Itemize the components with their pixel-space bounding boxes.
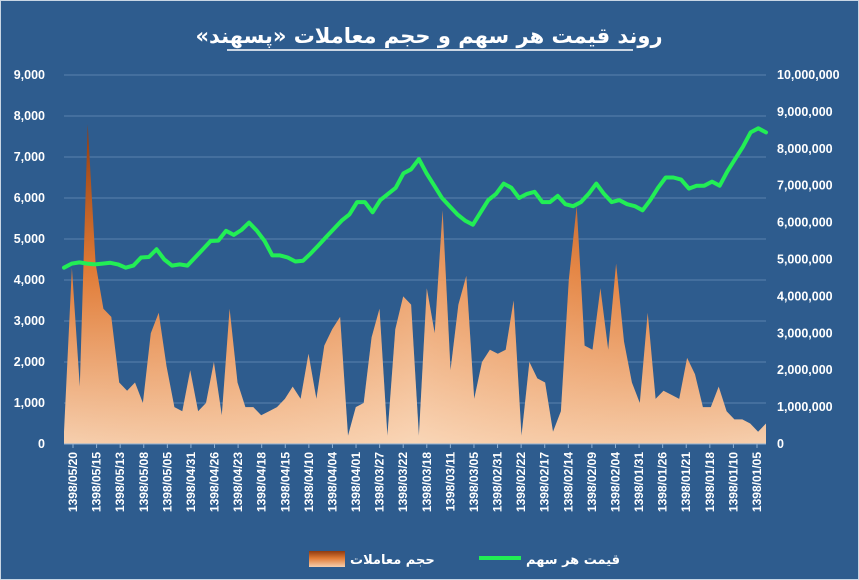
x-tick-label: 1398/04/31 [184,452,198,512]
x-tick-label: 1398/01/31 [632,452,646,512]
left-y-tick-label: 9,000 [14,68,45,82]
right-y-tick-label: 5,000,000 [777,253,833,267]
x-tick-label: 1398/03/27 [373,452,387,512]
right-y-tick-label: 7,000,000 [777,179,833,193]
right-y-tick-label: 2,000,000 [777,363,833,377]
left-y-tick-label: 5,000 [14,232,45,246]
left-y-tick-label: 3,000 [14,314,45,328]
price-line [62,126,768,270]
x-tick-label: 1398/01/21 [679,452,693,512]
right-y-tick-label: 6,000,000 [777,216,833,230]
right-y-tick-label: 10,000,000 [777,68,840,82]
legend-price-label: قیمت هر سهم [526,553,620,568]
legend: حجم معاملات قیمت هر سهم [309,551,620,568]
right-y-tick-label: 1,000,000 [777,400,833,414]
volume-area-highlight [64,124,766,444]
x-tick-label: 1398/04/04 [325,452,339,512]
x-tick-label: 1398/02/04 [608,452,622,512]
x-tick-label: 1398/04/23 [231,452,245,512]
right-y-axis: 0 1,000,000 2,000,000 3,000,000 4,000,000 5,0… [777,68,840,451]
legend-volume-swatch [309,551,345,567]
x-tick-label: 1398/03/22 [396,452,410,512]
x-tick-label: 1398/02/14 [561,452,575,512]
x-axis: 1398/05/20 1398/05/15 1398/05/13 1398/05/08… [64,443,766,512]
x-tick-label: 1398/02/31 [491,452,505,512]
x-tick-label: 1398/03/05 [467,452,481,512]
x-tick-label: 1398/05/13 [113,452,127,512]
x-tick-label: 1398/04/26 [208,452,222,512]
x-tick-label: 1398/02/09 [585,452,599,512]
left-y-tick-label: 4,000 [14,273,45,287]
price-line-layer [62,126,768,270]
x-tick-label: 1398/04/01 [349,452,363,512]
left-y-tick-label: 7,000 [14,150,45,164]
x-tick-label: 1398/01/10 [726,452,740,512]
x-tick-label: 1398/03/18 [420,452,434,512]
x-tick-label: 1398/04/18 [255,452,269,512]
x-tick-label: 1398/01/05 [750,452,764,512]
x-tick-label: 1398/02/22 [514,452,528,512]
right-y-tick-label: 0 [777,437,784,451]
volume-area-layer [64,124,766,444]
x-tick-label: 1398/05/08 [137,452,151,512]
x-tick-label: 1398/05/15 [90,452,104,512]
left-y-tick-label: 0 [38,437,45,451]
x-tick-label: 1398/01/26 [656,452,670,512]
x-tick-label: 1398/04/10 [302,452,316,512]
x-tick-label: 1398/03/11 [443,452,457,512]
right-y-tick-label: 8,000,000 [777,142,833,156]
left-y-tick-label: 1,000 [14,396,45,410]
x-tick-label: 1398/04/15 [278,452,292,512]
x-tick-label: 1398/01/18 [703,452,717,512]
right-y-tick-label: 3,000,000 [777,326,833,340]
left-y-tick-label: 8,000 [14,109,45,123]
right-y-tick-label: 9,000,000 [777,105,833,119]
right-y-tick-label: 4,000,000 [777,289,833,303]
chart-title: روند قیمت هر سهم و حجم معاملات «پسهند» [195,24,662,48]
x-tick-label: 1398/05/05 [160,452,174,512]
legend-volume-label: حجم معاملات [350,553,435,568]
x-tick-label: 1398/05/20 [66,452,80,512]
x-tick-label: 1398/02/17 [538,452,552,512]
left-y-tick-label: 6,000 [14,191,45,205]
left-y-axis: 0 1,000 2,000 3,000 4,000 5,000 6,000 7,000 8,00… [14,68,45,451]
left-y-tick-label: 2,000 [14,355,45,369]
